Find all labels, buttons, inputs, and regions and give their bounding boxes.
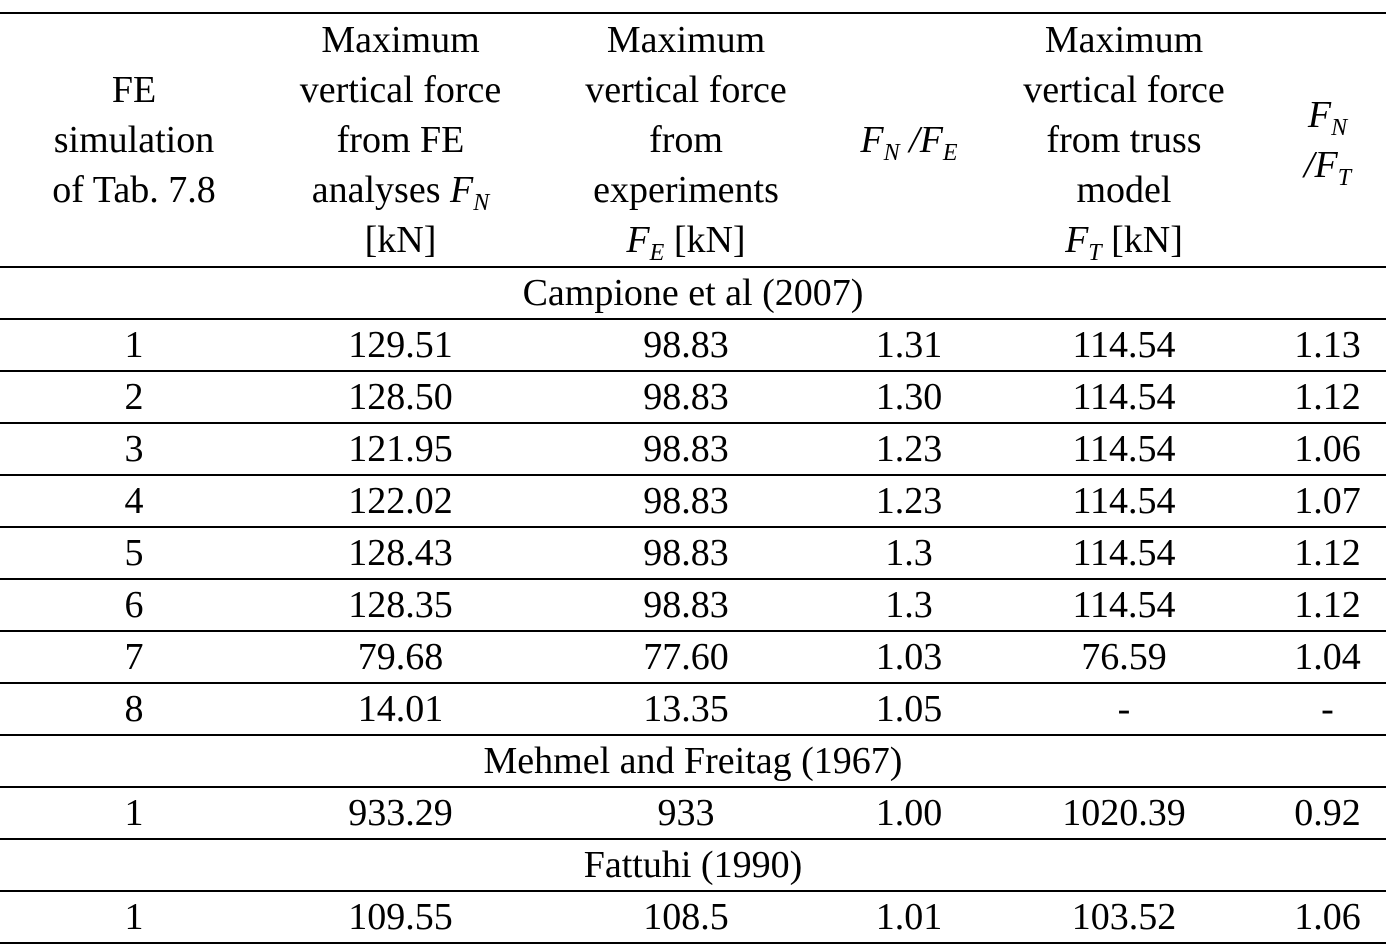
table-cell: 98.83 — [533, 371, 839, 424]
table-cell: 933 — [533, 787, 839, 840]
header-row: FE simulation of Tab. 7.8 Maximum vertic… — [0, 12, 1386, 268]
table-cell: 13.35 — [533, 683, 839, 736]
table-row: 4 122.02 98.83 1.23 114.54 1.07 — [0, 475, 1386, 528]
table-cell: 1.07 — [1269, 475, 1386, 528]
table-cell: 8 — [0, 683, 268, 736]
table-cell: 79.68 — [268, 631, 533, 684]
table-row: 8 14.01 13.35 1.05- - — [0, 683, 1386, 736]
header-ratio-fn-fe: FN /FE — [839, 12, 979, 268]
table-cell: 3 — [0, 423, 268, 476]
table-row: 6 128.35 98.83 1.3 114.54 1.12 — [0, 579, 1386, 632]
table-cell: 1.3 — [839, 579, 979, 632]
table-row: 7 79.68 77.60 1.03 76.59 1.04 — [0, 631, 1386, 684]
table-cell: 109.55 — [268, 891, 533, 944]
group-title: Fattuhi (1990) — [0, 839, 1386, 892]
table-cell: 114.54 — [979, 371, 1269, 424]
table-cell: 1.3 — [839, 527, 979, 580]
group-header-row: Fattuhi (1990) — [0, 839, 1386, 892]
table-cell: 5 — [0, 527, 268, 580]
table-cell: 1.23 — [839, 475, 979, 528]
table-cell: 98.83 — [533, 423, 839, 476]
group-header-row: Mehmel and Freitag (1967) — [0, 735, 1386, 788]
header-ratio-fn-ft: FN /FT — [1269, 12, 1386, 268]
table-cell: 1 — [0, 319, 268, 372]
table-cell: 1.00 — [839, 787, 979, 840]
table-cell: 98.83 — [533, 527, 839, 580]
table-cell: 122.02 — [268, 475, 533, 528]
group-title: Mehmel and Freitag (1967) — [0, 735, 1386, 788]
table-body: Campione et al (2007) 1 129.51 98.83 1.31 114… — [0, 267, 1386, 944]
table-cell: 114.54 — [979, 475, 1269, 528]
table-cell: 77.60 — [533, 631, 839, 684]
table-cell: 108.5 — [533, 891, 839, 944]
table-cell: 129.51 — [268, 319, 533, 372]
table-cell: 1.13 — [1269, 319, 1386, 372]
group-title: Campione et al (2007) — [0, 267, 1386, 320]
table-cell: 98.83 — [533, 579, 839, 632]
table-cell: 1.23 — [839, 423, 979, 476]
table-cell: 98.83 — [533, 475, 839, 528]
table-cell: 1.06 — [1269, 891, 1386, 944]
table-cell: 1.06 — [1269, 423, 1386, 476]
table-cell: 1.04 — [1269, 631, 1386, 684]
table-cell: 1020.39 — [979, 787, 1269, 840]
table-cell: 121.95 — [268, 423, 533, 476]
header-experiment-force: Maximum vertical force from experiments … — [533, 12, 839, 268]
table-cell: 98.83 — [533, 319, 839, 372]
table-cell: - — [1269, 683, 1386, 736]
table-cell: 1.12 — [1269, 527, 1386, 580]
table-cell: 76.59 — [979, 631, 1269, 684]
table-row: 1 129.51 98.83 1.31 114.54 1.13 — [0, 319, 1386, 372]
table-cell: 114.54 — [979, 579, 1269, 632]
header-fe-force: Maximum vertical force from FE analyses … — [268, 12, 533, 268]
table-cell: 1 — [0, 787, 268, 840]
table-cell: 14.01 — [268, 683, 533, 736]
table-cell: 1.01 — [839, 891, 979, 944]
table-row: 1 109.55 108.5 1.01 103.52 1.06 — [0, 891, 1386, 944]
table-cell: 4 — [0, 475, 268, 528]
results-table: FE simulation of Tab. 7.8 Maximum vertic… — [0, 12, 1386, 944]
table-row: 5 128.43 98.83 1.3 114.54 1.12 — [0, 527, 1386, 580]
table-cell: 1 — [0, 891, 268, 944]
table-cell: 7 — [0, 631, 268, 684]
table-row: 1 933.29 933 1.00 1020.39 0.92 — [0, 787, 1386, 840]
table-cell: 1.30 — [839, 371, 979, 424]
table-cell: - — [979, 683, 1269, 736]
table-cell: 114.54 — [979, 527, 1269, 580]
table-cell: 933.29 — [268, 787, 533, 840]
table-cell: 1.03 — [839, 631, 979, 684]
table-cell: 1.05 — [839, 683, 979, 736]
table-cell: 103.52 — [979, 891, 1269, 944]
group-header-row: Campione et al (2007) — [0, 267, 1386, 320]
table-row: 3 121.95 98.83 1.23 114.54 1.06 — [0, 423, 1386, 476]
table-cell: 1.12 — [1269, 579, 1386, 632]
table-cell: 128.35 — [268, 579, 533, 632]
table-cell: 128.50 — [268, 371, 533, 424]
table-cell: 0.92 — [1269, 787, 1386, 840]
table-cell: 114.54 — [979, 423, 1269, 476]
table-cell: 1.12 — [1269, 371, 1386, 424]
table-cell: 2 — [0, 371, 268, 424]
table-cell: 1.31 — [839, 319, 979, 372]
header-truss-force: Maximum vertical force from truss model … — [979, 12, 1269, 268]
table-cell: 128.43 — [268, 527, 533, 580]
header-fe-simulation: FE simulation of Tab. 7.8 — [0, 12, 268, 268]
table-cell: 114.54 — [979, 319, 1269, 372]
table-row: 2 128.50 98.83 1.30 114.54 1.12 — [0, 371, 1386, 424]
table-cell: 6 — [0, 579, 268, 632]
